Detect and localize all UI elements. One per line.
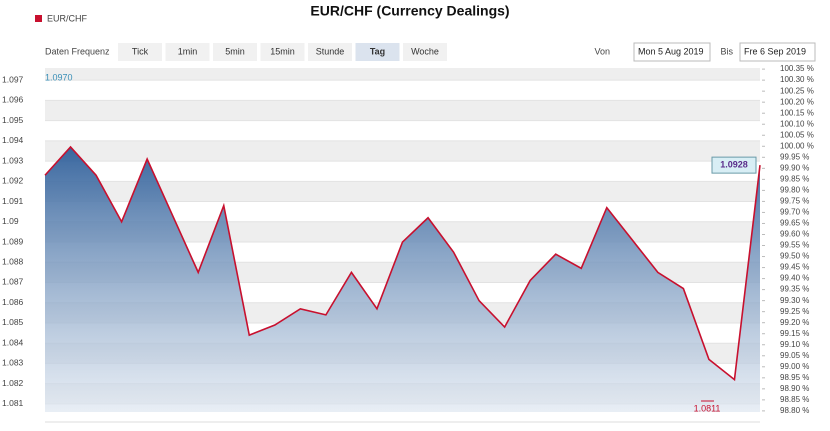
y2-tick-label: 99.65 % — [780, 219, 809, 228]
y-tick-label: 1.094 — [2, 135, 24, 145]
y2-tick-label: 99.05 % — [780, 351, 809, 360]
frequency-label[interactable]: Woche — [411, 46, 439, 56]
y2-tick-label: 98.95 % — [780, 373, 809, 382]
y2-tick-label: 99.60 % — [780, 230, 809, 239]
y-tick-label: 1.09 — [2, 216, 19, 226]
y2-tick-label: 100.25 % — [780, 86, 814, 95]
y2-tick-label: 99.55 % — [780, 241, 809, 250]
y2-tick-label: 99.70 % — [780, 208, 809, 217]
y2-tick-label: 99.00 % — [780, 362, 809, 371]
frequency-label[interactable]: 1min — [178, 46, 198, 56]
frequency-label[interactable]: Tick — [132, 46, 149, 56]
y-tick-label: 1.096 — [2, 95, 24, 105]
y2-tick-label: 98.80 % — [780, 406, 809, 415]
y-tick-label: 1.097 — [2, 74, 24, 84]
legend-label: EUR/CHF — [47, 13, 88, 23]
y-tick-label: 1.081 — [2, 398, 24, 408]
last-value-box — [711, 156, 757, 174]
from-value[interactable]: Mon 5 Aug 2019 — [638, 46, 704, 56]
y-tick-label: 1.087 — [2, 277, 24, 287]
y-tick-label: 1.093 — [2, 155, 24, 165]
y2-tick-label: 100.15 % — [780, 108, 814, 117]
y2-tick-label: 99.20 % — [780, 318, 809, 327]
frequency-button[interactable] — [165, 43, 210, 61]
y2-tick-label: 99.80 % — [780, 185, 809, 194]
y2-tick-label: 100.30 % — [780, 75, 814, 84]
y2-tick-label: 99.90 % — [780, 163, 809, 172]
chart-title: EUR/CHF (Currency Dealings) — [310, 3, 509, 19]
legend-swatch — [35, 15, 42, 22]
frequency-button[interactable] — [213, 43, 257, 61]
y-tick-label: 1.088 — [2, 257, 24, 267]
y2-tick-label: 99.50 % — [780, 252, 809, 261]
frequency-label[interactable]: Stunde — [316, 46, 345, 56]
grid-band — [45, 100, 760, 121]
toolbar-label: Daten Frequenz — [45, 46, 110, 56]
area — [45, 146, 760, 412]
y-tick-label: 1.085 — [2, 317, 24, 327]
low-annotation: 1.0811 — [694, 403, 721, 413]
to-label: Bis — [720, 46, 733, 56]
y2-tick-label: 98.90 % — [780, 384, 809, 393]
y-tick-label: 1.083 — [2, 358, 24, 368]
y2-tick-label: 100.35 % — [780, 64, 814, 73]
y2-tick-label: 99.10 % — [780, 340, 809, 349]
y2-tick-label: 99.95 % — [780, 152, 809, 161]
y2-tick-label: 100.05 % — [780, 130, 814, 139]
frequency-label[interactable]: 15min — [270, 46, 295, 56]
y2-tick-label: 100.10 % — [780, 119, 814, 128]
grid-band — [45, 68, 760, 81]
y2-tick-label: 99.25 % — [780, 307, 809, 316]
grid-band — [45, 140, 760, 162]
frequency-label[interactable]: 5min — [225, 46, 245, 56]
y2-tick-label: 99.40 % — [780, 274, 809, 283]
y2-tick-label: 100.00 % — [780, 141, 814, 150]
to-value[interactable]: Fre 6 Sep 2019 — [744, 46, 806, 56]
y-tick-label: 1.082 — [2, 378, 24, 388]
y-tick-label: 1.095 — [2, 115, 24, 125]
from-label: Von — [594, 46, 610, 56]
frequency-button[interactable] — [260, 43, 305, 61]
grid-band — [45, 181, 760, 202]
frequency-button[interactable] — [403, 43, 447, 61]
y2-tick-label: 100.20 % — [780, 97, 814, 106]
y-tick-label: 1.084 — [2, 337, 24, 347]
y2-tick-label: 99.15 % — [780, 329, 809, 338]
frequency-button[interactable] — [308, 43, 352, 61]
line — [44, 145, 761, 382]
y-tick-label: 1.086 — [2, 297, 24, 307]
last-value-label: 1.0928 — [720, 160, 748, 170]
y2-tick-label: 99.45 % — [780, 263, 809, 272]
frequency-button[interactable] — [355, 43, 400, 61]
y-tick-label: 1.092 — [2, 176, 24, 186]
y2-tick-label: 99.30 % — [780, 296, 809, 305]
y2-tick-label: 99.75 % — [780, 197, 809, 206]
frequency-button[interactable] — [118, 43, 162, 61]
y2-tick-label: 99.85 % — [780, 174, 809, 183]
y-tick-label: 1.089 — [2, 236, 24, 246]
to-input[interactable] — [739, 42, 816, 62]
from-input[interactable] — [633, 42, 711, 62]
y-tick-label: 1.091 — [2, 196, 24, 206]
y2-tick-label: 99.35 % — [780, 285, 809, 294]
frequency-label[interactable]: Tag — [370, 46, 385, 56]
y2-tick-label: 98.85 % — [780, 395, 809, 404]
high-annotation: 1.0970 — [45, 72, 73, 82]
